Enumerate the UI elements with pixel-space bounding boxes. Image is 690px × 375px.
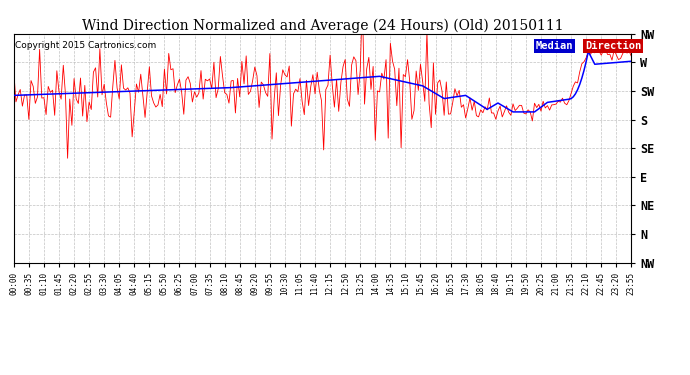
- Title: Wind Direction Normalized and Average (24 Hours) (Old) 20150111: Wind Direction Normalized and Average (2…: [81, 18, 564, 33]
- Text: Copyright 2015 Cartronics.com: Copyright 2015 Cartronics.com: [15, 40, 157, 50]
- Text: Direction: Direction: [585, 40, 641, 51]
- Text: Median: Median: [535, 40, 573, 51]
